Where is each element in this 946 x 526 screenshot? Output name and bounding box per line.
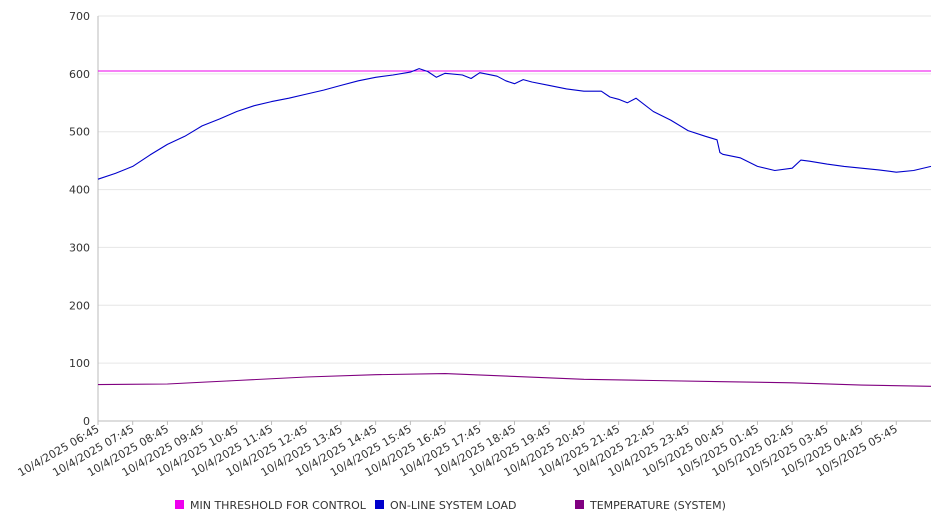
y-tick-label: 700 <box>69 10 90 23</box>
legend-label: MIN THRESHOLD FOR CONTROL <box>190 499 367 512</box>
legend: MIN THRESHOLD FOR CONTROL ON-LINE SYSTEM … <box>175 499 726 512</box>
series-layer <box>97 68 932 387</box>
legend-swatch <box>375 500 384 509</box>
series-line-2 <box>97 373 932 387</box>
y-tick-label: 0 <box>83 415 90 428</box>
y-tick-label: 400 <box>69 184 90 197</box>
grid-lines <box>98 15 931 364</box>
legend-label: ON-LINE SYSTEM LOAD <box>390 499 516 512</box>
legend-swatch <box>575 500 584 509</box>
y-tick-label: 300 <box>69 241 90 254</box>
legend-swatch <box>175 500 184 509</box>
series-line-1 <box>97 68 932 180</box>
y-tick-label: 500 <box>69 126 90 139</box>
legend-label: TEMPERATURE (SYSTEM) <box>589 499 726 512</box>
y-tick-label: 200 <box>69 299 90 312</box>
y-tick-label: 100 <box>69 357 90 370</box>
y-axis: 0 100 200 300 400 500 600 700 <box>69 10 99 428</box>
y-tick-label: 600 <box>69 68 90 81</box>
